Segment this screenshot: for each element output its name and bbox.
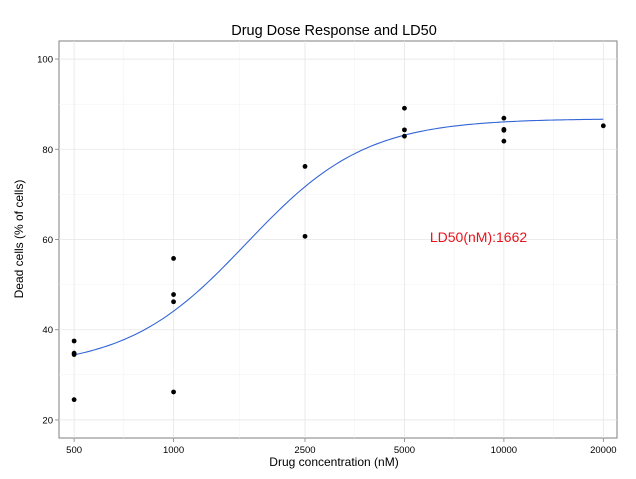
y-tick-label: 40 bbox=[42, 325, 53, 336]
x-tick-label: 1000 bbox=[163, 445, 184, 456]
data-point bbox=[171, 299, 176, 305]
x-tick-label: 10000 bbox=[491, 445, 517, 456]
data-point bbox=[501, 127, 507, 133]
data-point bbox=[501, 138, 507, 144]
grid-minor bbox=[59, 41, 617, 438]
y-tick-label: 20 bbox=[42, 415, 53, 426]
data-point bbox=[171, 292, 176, 297]
data-point bbox=[71, 338, 77, 344]
y-axis-label: Dead cells (% of cells) bbox=[12, 180, 26, 299]
x-tick-label: 500 bbox=[66, 445, 82, 456]
chart-title: Drug Dose Response and LD50 bbox=[231, 23, 437, 39]
data-point bbox=[302, 164, 308, 169]
ld50-annotation: LD50(nM):1662 bbox=[430, 229, 527, 245]
x-tick-label: 5000 bbox=[394, 445, 415, 456]
y-tick-label: 80 bbox=[42, 145, 53, 156]
x-tick-label: 2500 bbox=[294, 445, 315, 456]
data-point bbox=[171, 389, 176, 395]
fit-curve-line bbox=[74, 118, 604, 356]
x-tick-label: 20000 bbox=[590, 445, 616, 456]
data-point bbox=[71, 352, 77, 357]
data-points bbox=[71, 105, 606, 403]
data-point bbox=[402, 127, 407, 133]
data-point bbox=[402, 133, 407, 139]
data-point bbox=[171, 256, 176, 261]
data-point bbox=[600, 123, 606, 129]
x-axis-tick-labels: 500 1000 2500 5000 10000 20000 bbox=[66, 445, 616, 456]
y-tick-label: 100 bbox=[37, 55, 53, 66]
x-axis-label: Drug concentration (nM) bbox=[269, 455, 398, 469]
data-point bbox=[71, 397, 77, 403]
y-axis-tick-labels: 20 40 60 80 100 bbox=[37, 55, 53, 427]
y-tick-label: 60 bbox=[42, 235, 53, 246]
data-point bbox=[302, 233, 308, 239]
axis-ticks bbox=[55, 58, 604, 442]
data-point bbox=[501, 115, 507, 121]
data-point bbox=[402, 105, 407, 111]
